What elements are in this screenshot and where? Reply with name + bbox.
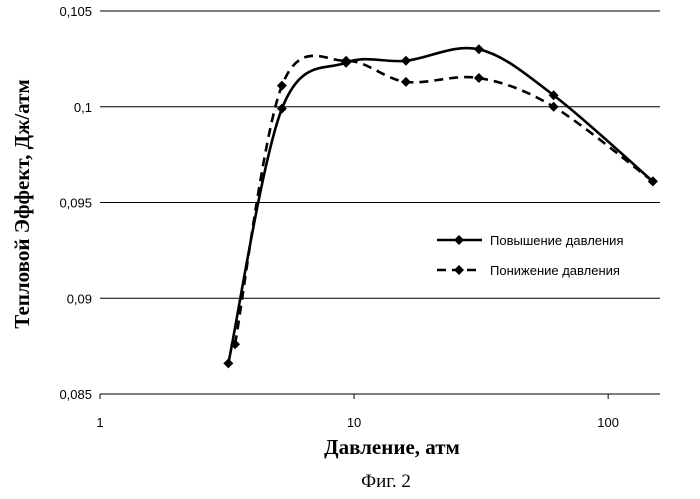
series-2 <box>230 54 658 350</box>
y-tick-label: 0,09 <box>67 291 92 306</box>
y-tick-label: 0,085 <box>59 387 92 402</box>
legend-label: Понижение давления <box>490 263 620 278</box>
series-line <box>233 54 654 345</box>
data-point <box>341 55 352 66</box>
x-tick-labels: 1 10 100 <box>96 394 619 430</box>
legend-label: Повышение давления <box>490 233 624 248</box>
data-point <box>473 73 484 84</box>
legend: Повышение давления Понижение давления <box>437 233 624 278</box>
data-point <box>400 76 411 87</box>
series-1 <box>223 44 658 369</box>
x-tick-label: 100 <box>597 415 619 430</box>
data-point <box>230 339 241 350</box>
data-point <box>276 103 287 114</box>
data-point <box>223 358 234 369</box>
y-tick-label: 0,095 <box>59 196 92 211</box>
y-tick-labels: 0,085 0,09 0,095 0,1 0,105 <box>59 4 92 402</box>
series-line <box>227 46 654 364</box>
data-point <box>473 44 484 55</box>
x-tick-label: 10 <box>347 415 361 430</box>
x-axis-title: Давление, атм <box>324 435 460 459</box>
y-tick-label: 0,1 <box>74 100 92 115</box>
legend-marker <box>454 265 464 275</box>
data-point <box>647 176 658 187</box>
figure-caption: Фиг. 2 <box>361 471 411 492</box>
x-tick-label: 1 <box>96 415 103 430</box>
y-axis-title: Тепловой Эффект, Дж/атм <box>10 79 34 328</box>
data-point <box>548 101 559 112</box>
y-tick-label: 0,105 <box>59 4 92 19</box>
series-group <box>223 44 658 369</box>
data-point <box>276 80 287 91</box>
grid-lines <box>100 10 660 299</box>
legend-marker <box>454 235 464 245</box>
data-point <box>548 90 559 101</box>
data-point <box>400 55 411 66</box>
